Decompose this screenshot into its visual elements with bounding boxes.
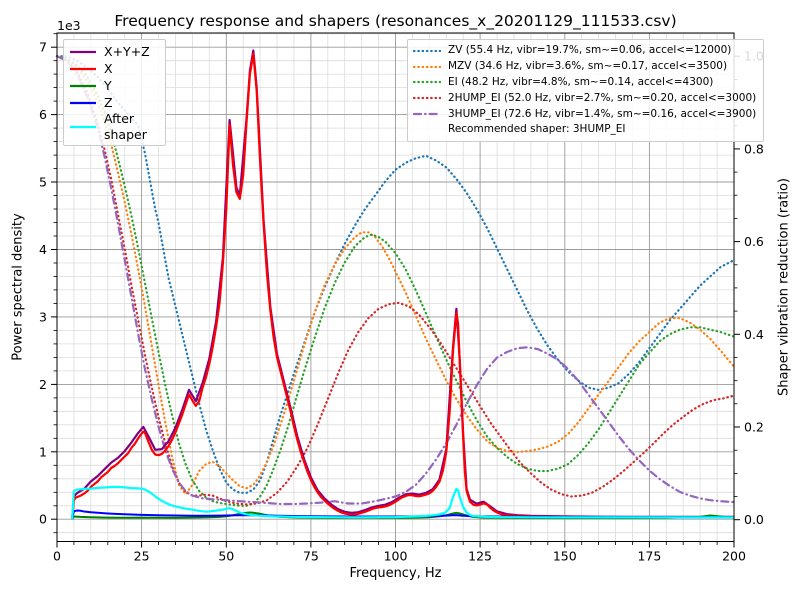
legend-line-swatch — [70, 125, 96, 128]
svg-text:0.4: 0.4 — [744, 327, 764, 342]
legend-footer: Recommended shaper: 3HUMP_EI — [413, 122, 756, 138]
legend-label: ZV (55.4 Hz, vibr=19.7%, sm~=0.06, accel… — [448, 44, 732, 57]
legend-line-swatch — [70, 50, 96, 53]
svg-text:175: 175 — [637, 549, 661, 564]
y-axis-label-right: Shaper vibration reduction (ratio) — [776, 178, 792, 396]
series-2hump-ei — [55, 55, 736, 506]
legend-line-swatch — [413, 97, 441, 100]
legend-item: MZV (34.6 Hz, vibr=3.6%, sm~=0.17, accel… — [413, 59, 756, 75]
legend-line-swatch — [413, 81, 441, 84]
legend-shapers: ZV (55.4 Hz, vibr=19.7%, sm~=0.06, accel… — [407, 39, 765, 142]
svg-text:2: 2 — [39, 377, 47, 392]
legend-label: 3HUMP_EI (72.6 Hz, vibr=1.4%, sm~=0.16, … — [448, 107, 757, 120]
legend-item: 2HUMP_EI (52.0 Hz, vibr=2.7%, sm~=0.20, … — [413, 90, 756, 106]
svg-text:50: 50 — [218, 549, 234, 564]
legend-label: X+Y+Z — [104, 43, 150, 59]
svg-text:75: 75 — [303, 549, 319, 564]
legend-label: EI (48.2 Hz, vibr=4.8%, sm~=0.14, accel<… — [448, 75, 714, 88]
svg-text:0.2: 0.2 — [744, 420, 764, 435]
svg-text:125: 125 — [468, 549, 492, 564]
svg-text:0: 0 — [39, 512, 47, 527]
legend-line-swatch — [70, 84, 96, 87]
svg-text:0: 0 — [53, 549, 61, 564]
legend-line-swatch — [413, 65, 441, 68]
legend-footer-label: Recommended shaper: 3HUMP_EI — [448, 123, 626, 136]
series-x — [71, 52, 734, 520]
legend-label: Y — [104, 77, 112, 93]
svg-text:7: 7 — [39, 40, 47, 55]
legend-item: After shaper — [69, 111, 158, 142]
svg-text:25: 25 — [134, 549, 150, 564]
legend-label: MZV (34.6 Hz, vibr=3.6%, sm~=0.17, accel… — [448, 60, 728, 73]
legend-label: After shaper — [104, 111, 147, 142]
legend-item: X — [69, 60, 158, 77]
chart-title: Frequency response and shapers (resonanc… — [114, 12, 677, 30]
y-axis-label-left: Power spectral density — [10, 213, 26, 361]
svg-text:1: 1 — [39, 444, 47, 459]
svg-text:5: 5 — [39, 175, 47, 190]
legend-label: 2HUMP_EI (52.0 Hz, vibr=2.7%, sm~=0.20, … — [448, 91, 757, 104]
legend-psd: X+Y+Z X Y Z After shaper — [63, 39, 166, 147]
legend-item: Z — [69, 94, 158, 111]
svg-text:0.8: 0.8 — [744, 141, 764, 156]
legend-item: Y — [69, 77, 158, 94]
series-after-shaper — [71, 485, 734, 520]
legend-item: 3HUMP_EI (72.6 Hz, vibr=1.4%, sm~=0.16, … — [413, 106, 756, 122]
x-axis-label: Frequency, Hz — [349, 566, 442, 581]
svg-text:0.6: 0.6 — [744, 234, 764, 249]
svg-text:3: 3 — [39, 309, 47, 324]
svg-text:6: 6 — [39, 107, 47, 122]
series-ei — [55, 55, 736, 507]
svg-text:100: 100 — [384, 549, 408, 564]
legend-label: Z — [104, 94, 113, 110]
svg-text:150: 150 — [553, 549, 577, 564]
legend-item: X+Y+Z — [69, 43, 158, 60]
legend-line-swatch — [413, 112, 441, 116]
series-3hump-ei — [55, 55, 736, 506]
svg-text:0.0: 0.0 — [744, 512, 764, 527]
legend-line-swatch — [70, 101, 96, 104]
legend-item: EI (48.2 Hz, vibr=4.8%, sm~=0.14, accel<… — [413, 75, 756, 91]
legend-line-swatch — [413, 49, 441, 52]
svg-text:200: 200 — [722, 549, 746, 564]
legend-item: ZV (55.4 Hz, vibr=19.7%, sm~=0.06, accel… — [413, 43, 756, 59]
legend-line-swatch — [70, 67, 96, 70]
svg-text:4: 4 — [39, 242, 47, 257]
y-axis-offset-text: 1e3 — [57, 18, 81, 33]
legend-label: X — [104, 60, 113, 76]
